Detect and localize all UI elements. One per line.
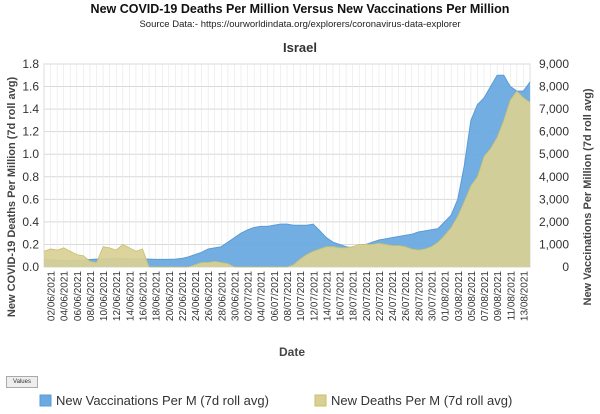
y-axis-title-left: New COVID-19 Deaths Per Million (7d roll… [6,77,18,318]
x-tick-label: 26/06/2021 [204,271,215,321]
x-tick-label: 06/06/2021 [73,271,84,321]
y-tick-label-right: 4,000 [539,170,569,184]
y-tick-label-left: 1.2 [22,125,39,139]
series-line-deaths [43,90,531,268]
x-tick-label: 03/08/2021 [454,271,465,321]
y-tick-label-right: 5,000 [539,147,569,161]
x-tick-label: 18/07/2021 [349,271,360,321]
y-tick-label-left: 1.4 [22,102,39,116]
y-tick-label-right: 9,000 [539,57,569,71]
legend-label-deaths: New Deaths Per M (7d roll avg) [331,393,512,408]
y-tick-label-left: 0.0 [22,260,39,274]
x-tick-label: 02/07/2021 [244,271,255,321]
x-tick-label: 08/07/2021 [283,271,294,321]
x-tick-label: 30/07/2021 [427,271,438,321]
y-tick-label-right: 7,000 [539,102,569,116]
x-tick-label: 13/08/2021 [519,271,530,321]
y-tick-label-left: 0.6 [22,192,39,206]
x-tick-label: 16/06/2021 [139,271,150,321]
y-tick-label-right: 8,000 [539,80,569,94]
chart-subtitle: Source Data:- https://ourworldindata.org… [139,19,460,30]
x-tick-label: 02/06/2021 [47,271,58,321]
x-tick-label: 04/07/2021 [257,271,268,321]
x-tick-label: 24/07/2021 [388,271,399,321]
y-tick-label-right: 1,000 [539,237,569,251]
x-tick-label: 08/06/2021 [86,271,97,321]
x-tick-label: 11/08/2021 [506,271,517,321]
chart-title: New COVID-19 Deaths Per Million Versus N… [91,2,510,16]
y-tick-label-left: 1.0 [22,147,39,161]
x-tick-label: 28/07/2021 [414,271,425,321]
x-tick-label: 14/07/2021 [322,271,333,321]
legend-swatch-vaccinations [39,394,52,407]
x-tick-label: 26/07/2021 [401,271,412,321]
y-tick-label-left: 0.2 [22,237,39,251]
x-tick-label: 05/08/2021 [467,271,478,321]
x-tick-label: 14/06/2021 [125,271,136,321]
x-tick-label: 24/06/2021 [191,271,202,321]
x-tick-label: 10/06/2021 [99,271,110,321]
x-tick-label: 01/08/2021 [441,271,452,321]
y-tick-label-right: 3,000 [539,192,569,206]
x-tick-label: 12/07/2021 [309,271,320,321]
legend-swatch-deaths [314,394,327,407]
x-tick-label: 22/07/2021 [375,271,386,321]
y-tick-label-right: 2,000 [539,215,569,229]
x-tick-label: 09/08/2021 [493,271,504,321]
x-tick-label: 04/06/2021 [60,271,71,321]
x-tick-label: 30/06/2021 [230,271,241,321]
values-field-button[interactable]: Values [6,376,38,388]
y-tick-label-left: 1.6 [22,80,39,94]
x-tick-label: 28/06/2021 [217,271,228,321]
x-tick-label: 20/06/2021 [165,271,176,321]
y-tick-label-right: 0 [562,260,569,274]
x-tick-label: 18/06/2021 [152,271,163,321]
y-tick-label-right: 6,000 [539,125,569,139]
x-tick-label: 22/06/2021 [178,271,189,321]
y-tick-label-left: 0.8 [22,170,39,184]
legend-label-vaccinations: New Vaccinations Per M (7d roll avg) [56,393,269,408]
x-tick-label: 07/08/2021 [480,271,491,321]
y-axis-title-right: New Vaccinations Per Million (7d roll av… [582,88,594,305]
x-axis-title: Date [279,345,305,359]
x-tick-label: 10/07/2021 [296,271,307,321]
x-tick-label: 20/07/2021 [362,271,373,321]
x-tick-label: 16/07/2021 [336,271,347,321]
plot-title: Israel [283,40,317,55]
y-tick-label-left: 0.4 [22,215,39,229]
x-tick-label: 12/06/2021 [112,271,123,321]
series-area-deaths [44,91,530,267]
y-tick-label-left: 1.8 [22,57,39,71]
x-tick-label: 06/07/2021 [270,271,281,321]
